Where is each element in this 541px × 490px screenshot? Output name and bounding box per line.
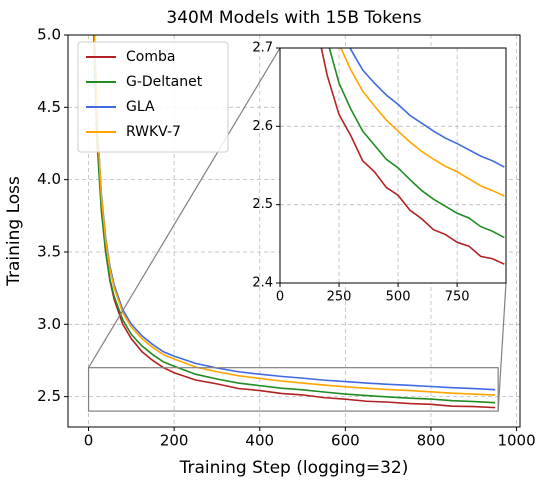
y-tick-label: 2.5	[37, 387, 61, 405]
x-tick-label: 200	[160, 432, 189, 450]
y-tick-label: 4.0	[37, 170, 61, 188]
x-tick-label: 800	[417, 432, 446, 450]
legend-label: GLA	[126, 99, 155, 115]
x-tick-label: 1000	[497, 432, 535, 450]
x-tick-label: 0	[84, 432, 94, 450]
y-tick-label: 2.7	[252, 41, 273, 56]
series-line	[339, 48, 505, 197]
zoom-connector	[88, 47, 281, 369]
series-line	[92, 35, 496, 404]
y-tick-label: 3.5	[37, 242, 61, 260]
y-tick-label: 2.4	[252, 276, 273, 291]
lines	[320, 48, 505, 265]
zoom-box	[87, 367, 499, 412]
series-line	[349, 48, 505, 168]
y-axis-label: Training Loss	[4, 176, 24, 287]
series-line	[320, 48, 505, 265]
legend-box	[77, 41, 229, 153]
legend-label: G-Deltanet	[126, 74, 203, 90]
y-tick-label: 2.6	[252, 119, 273, 134]
legend-label: RWKV-7	[126, 124, 181, 140]
y-tick-label: 2.5	[252, 197, 273, 212]
x-tick-label: 250	[327, 290, 352, 305]
plot-frame	[279, 47, 507, 284]
x-tick-label: 750	[445, 290, 470, 305]
plot-area	[280, 48, 506, 283]
zoom-connector	[497, 282, 507, 412]
x-tick-label: 500	[386, 290, 411, 305]
chart-title: 340M Models with 15B Tokens	[166, 8, 421, 28]
series-line	[328, 48, 505, 239]
lines	[92, 35, 496, 409]
plot-frame	[67, 34, 521, 428]
y-tick-label: 5.0	[37, 26, 61, 44]
y-tick-label: 3.0	[37, 315, 61, 333]
x-axis-label: Training Step (logging=32)	[179, 458, 409, 478]
legend-label: Comba	[126, 49, 175, 65]
x-tick-label: 600	[331, 432, 360, 450]
y-tick-label: 4.5	[37, 98, 61, 116]
x-tick-label: 0	[276, 290, 284, 305]
legend: Comba G-Deltanet GLA RWKV-7	[77, 41, 229, 153]
series-line	[93, 35, 496, 396]
x-tick-label: 400	[245, 432, 274, 450]
